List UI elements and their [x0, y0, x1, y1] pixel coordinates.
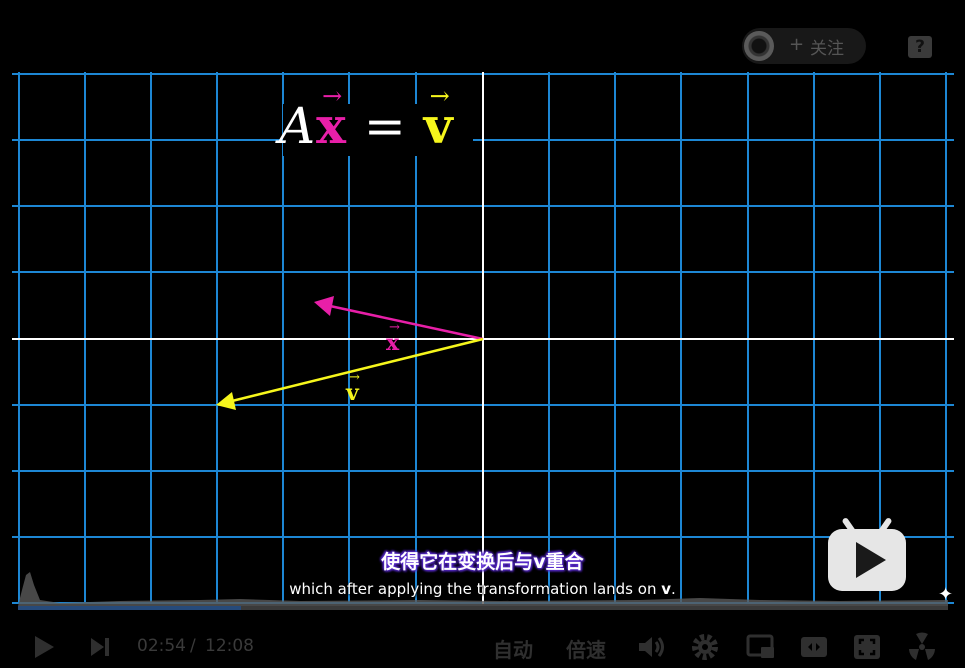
- equation-backdrop: [283, 104, 473, 156]
- bilibili-logo-icon[interactable]: [826, 515, 908, 593]
- subtitle-english: which after applying the transformation …: [289, 580, 676, 598]
- fullscreen-icon[interactable]: [853, 634, 881, 660]
- author-avatar[interactable]: [744, 31, 774, 61]
- equation: A → x = → v: [279, 82, 454, 155]
- audio-waveform: [18, 572, 948, 606]
- top-bar: [0, 0, 965, 72]
- vector-v-arrow: [216, 337, 484, 410]
- vector-x-label: → x: [386, 320, 400, 356]
- volume-icon[interactable]: [637, 634, 665, 660]
- play-icon[interactable]: [33, 634, 55, 660]
- vector-arrow-icon: →: [322, 82, 344, 110]
- next-icon[interactable]: [90, 637, 110, 657]
- time-separator: /: [190, 636, 196, 656]
- pip-icon[interactable]: [746, 634, 776, 660]
- subtitle-chinese: 使得它在变换后与v重合: [381, 551, 584, 573]
- danmaku-icon[interactable]: [907, 632, 937, 662]
- settings-icon[interactable]: [691, 633, 719, 661]
- pin-icon: ✦: [938, 584, 954, 605]
- auto-quality-button[interactable]: 自动: [493, 638, 533, 662]
- follow-label: 关注: [810, 39, 844, 59]
- progress-bar[interactable]: [18, 606, 948, 610]
- vector-x-arrow: [314, 296, 484, 341]
- playback-speed-button[interactable]: 倍速: [566, 638, 606, 662]
- widescreen-icon[interactable]: [800, 636, 828, 658]
- vector-v-label: → v: [346, 370, 360, 406]
- plus-icon: +: [789, 34, 805, 55]
- total-time: 12:08: [205, 636, 254, 656]
- current-time: 02:54: [137, 636, 186, 656]
- vector-arrow-icon: →: [429, 82, 451, 110]
- help-icon[interactable]: ?: [908, 36, 932, 58]
- progress-played: [18, 606, 242, 610]
